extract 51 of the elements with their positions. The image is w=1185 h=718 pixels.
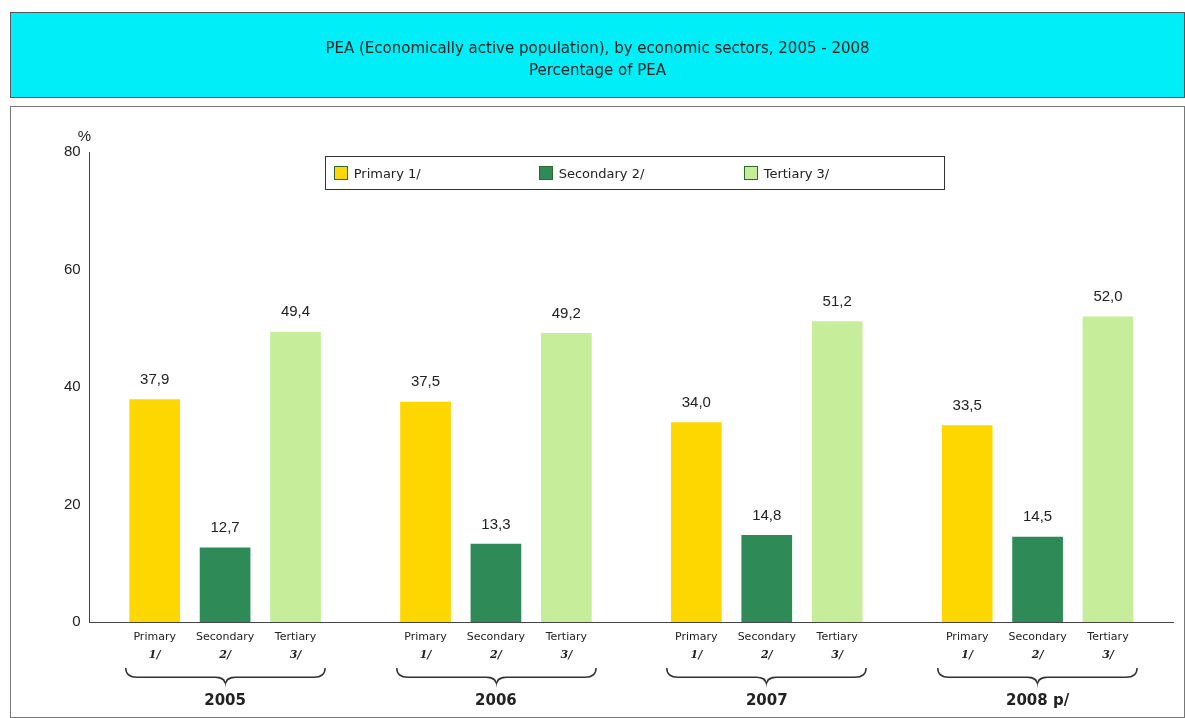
data-label: 13,3 bbox=[481, 514, 511, 532]
bar bbox=[199, 547, 251, 622]
data-label: 34,0 bbox=[681, 392, 711, 410]
bar bbox=[741, 535, 793, 622]
y-tick-label: 60 bbox=[64, 259, 81, 277]
x-tick-label: 2005 bbox=[204, 691, 246, 710]
x-tick-label: 2008 p/ bbox=[1005, 691, 1070, 710]
y-tick-label: 20 bbox=[64, 494, 81, 512]
y-axis-title: % bbox=[77, 126, 92, 144]
bar bbox=[129, 399, 181, 622]
text: Tertiary 3/ bbox=[1087, 630, 1129, 662]
text: Secondary 2/ bbox=[737, 630, 796, 662]
y-tick-label: 80 bbox=[64, 142, 81, 160]
data-label: 49,2 bbox=[551, 303, 581, 321]
x-tick-label: 2006 bbox=[475, 691, 517, 710]
bar bbox=[811, 321, 863, 622]
text: Secondary 2/ bbox=[466, 630, 526, 662]
text: Primary 1/ bbox=[404, 630, 447, 662]
text: Tertiary 3/ bbox=[274, 630, 317, 662]
data-label: 49,4 bbox=[280, 302, 311, 320]
data-label: 37,9 bbox=[140, 369, 170, 387]
text: Tertiary 3/ bbox=[545, 630, 587, 662]
legend-label: Primary 1/ bbox=[353, 165, 421, 181]
bar bbox=[540, 332, 592, 622]
data-label: 33,5 bbox=[952, 395, 982, 413]
legend-label: Tertiary 3/ bbox=[763, 165, 830, 181]
y-tick-label: 40 bbox=[64, 377, 81, 395]
legend-label: Secondary 2/ bbox=[558, 165, 645, 181]
data-label: 52,0 bbox=[1093, 287, 1123, 305]
x-tick-label: 2007 bbox=[745, 691, 788, 710]
bar bbox=[400, 401, 451, 622]
bar bbox=[1012, 536, 1063, 622]
text: Primary 1/ bbox=[945, 630, 989, 662]
bar bbox=[1082, 316, 1134, 622]
text: Secondary 2/ bbox=[195, 630, 255, 662]
data-label: 37,5 bbox=[410, 372, 441, 390]
text: Primary 1/ bbox=[675, 630, 718, 662]
bar bbox=[270, 331, 321, 622]
chart-subtitle: Percentage of PEA bbox=[527, 60, 668, 81]
data-label: 14,8 bbox=[752, 505, 782, 523]
data-label: 12,7 bbox=[210, 518, 240, 536]
text: Secondary 2/ bbox=[1008, 630, 1067, 662]
chart-title: PEA (Economically active population), by economic sectors, 2005 - 2008 bbox=[324, 38, 871, 59]
y-tick-label: 0 bbox=[72, 612, 81, 630]
bar bbox=[941, 425, 993, 622]
text: Primary 1/ bbox=[133, 630, 176, 662]
bar bbox=[470, 543, 522, 622]
bar bbox=[670, 422, 722, 622]
data-label: 51,2 bbox=[822, 291, 852, 309]
data-label: 14,5 bbox=[1022, 507, 1053, 525]
text: Tertiary 3/ bbox=[816, 630, 858, 662]
